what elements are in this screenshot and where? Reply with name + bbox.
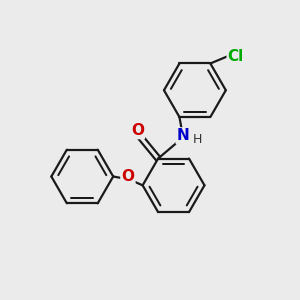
Text: N: N xyxy=(177,128,190,143)
Text: O: O xyxy=(122,169,134,184)
Text: Cl: Cl xyxy=(227,49,244,64)
Text: H: H xyxy=(193,133,202,146)
Text: O: O xyxy=(131,123,144,138)
